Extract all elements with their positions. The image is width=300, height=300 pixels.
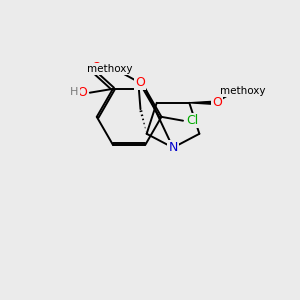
Text: Cl: Cl <box>186 114 198 127</box>
Text: O: O <box>212 96 222 109</box>
Text: O: O <box>135 76 145 89</box>
Text: methoxy: methoxy <box>87 64 132 74</box>
Polygon shape <box>189 101 211 104</box>
Text: methoxy: methoxy <box>220 86 266 96</box>
Text: O: O <box>91 61 101 74</box>
Text: H: H <box>70 87 79 97</box>
Text: N: N <box>168 141 178 154</box>
Text: O: O <box>77 86 87 99</box>
